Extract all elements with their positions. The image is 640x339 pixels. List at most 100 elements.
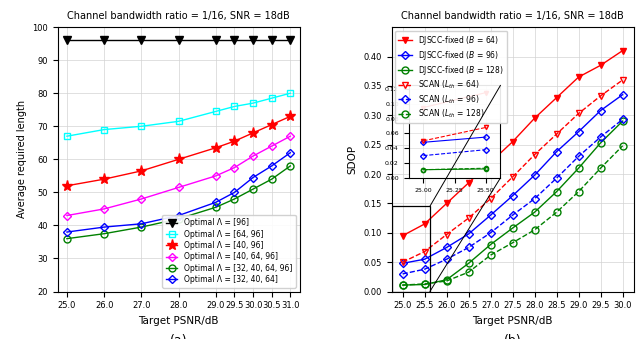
DJSCC-fixed ($B$ = 128) [575,166,582,170]
DJSCC-fixed ($B$ = 96) [465,232,472,236]
DJSCC-fixed ($B$ = 128) [596,141,604,145]
Optimal Λ = [32, 40, 64] [287,151,294,155]
Optimal Λ = [32, 40, 64, 96] [138,225,145,229]
Line: Optimal Λ = [40, 64, 96]: Optimal Λ = [40, 64, 96] [64,134,293,218]
SCAN ($L_{th}$ = 96) [465,245,472,250]
Optimal Λ = [32, 40, 64, 96] [268,177,276,181]
Optimal Λ = [40, 64, 96] [230,165,238,170]
SCAN ($L_{th}$ = 128) [531,228,538,232]
Optimal Λ = [32, 40, 64, 96] [249,187,257,191]
Optimal Λ = [40, 96] [175,157,182,161]
DJSCC-fixed ($B$ = 128) [553,190,561,194]
SCAN ($L_{th}$ = 128) [420,282,428,286]
DJSCC-fixed ($B$ = 96) [596,108,604,113]
Line: DJSCC-fixed ($B$ = 128): DJSCC-fixed ($B$ = 128) [399,118,626,288]
DJSCC-fixed ($B$ = 96) [619,93,627,97]
SCAN ($L_{th}$ = 96) [553,176,561,180]
SCAN ($L_{th}$ = 128) [465,270,472,274]
Text: (a): (a) [170,335,188,339]
Optimal Λ = [96] [268,38,276,42]
SCAN ($L_{th}$ = 128) [619,144,627,148]
DJSCC-fixed ($B$ = 64) [575,75,582,79]
SCAN ($L_{th}$ = 64) [465,216,472,220]
DJSCC-fixed ($B$ = 64) [420,222,428,226]
Line: SCAN ($L_{th}$ = 96): SCAN ($L_{th}$ = 96) [400,117,625,277]
Optimal Λ = [96] [100,38,108,42]
DJSCC-fixed ($B$ = 128) [420,282,428,286]
X-axis label: Target PSNR/dB: Target PSNR/dB [472,316,553,326]
Title: Channel bandwidth ratio = 1/16, SNR = 18dB: Channel bandwidth ratio = 1/16, SNR = 18… [401,11,624,21]
Optimal Λ = [40, 96] [268,123,276,127]
SCAN ($L_{th}$ = 128) [553,210,561,214]
DJSCC-fixed ($B$ = 96) [487,213,495,217]
DJSCC-fixed ($B$ = 96) [443,245,451,250]
Legend: Optimal Λ = [96], Optimal Λ = [64, 96], Optimal Λ = [40, 96], Optimal Λ = [40, 6: Optimal Λ = [96], Optimal Λ = [64, 96], … [162,215,296,288]
Optimal Λ = [64, 96] [63,134,71,138]
DJSCC-fixed ($B$ = 96) [575,130,582,134]
SCAN ($L_{th}$ = 128) [443,279,451,283]
Line: DJSCC-fixed ($B$ = 64): DJSCC-fixed ($B$ = 64) [399,47,626,239]
SCAN ($L_{th}$ = 96) [596,135,604,139]
Line: DJSCC-fixed ($B$ = 96): DJSCC-fixed ($B$ = 96) [400,92,625,266]
DJSCC-fixed ($B$ = 64) [465,181,472,185]
Line: SCAN ($L_{th}$ = 64): SCAN ($L_{th}$ = 64) [399,77,626,266]
Optimal Λ = [96] [249,38,257,42]
DJSCC-fixed ($B$ = 128) [619,119,627,123]
SCAN ($L_{th}$ = 128) [487,253,495,257]
Optimal Λ = [96] [63,38,71,42]
Optimal Λ = [40, 96] [287,114,294,118]
SCAN ($L_{th}$ = 64) [399,260,406,264]
DJSCC-fixed ($B$ = 64) [399,234,406,238]
Line: Optimal Λ = [32, 40, 64, 96]: Optimal Λ = [32, 40, 64, 96] [63,162,294,242]
Optimal Λ = [40, 96] [63,184,71,188]
SCAN ($L_{th}$ = 64) [553,132,561,136]
Optimal Λ = [64, 96] [100,127,108,132]
Text: (b): (b) [504,335,522,339]
SCAN ($L_{th}$ = 96) [487,231,495,235]
SCAN ($L_{th}$ = 64) [487,197,495,201]
Optimal Λ = [32, 40, 64] [230,191,238,195]
DJSCC-fixed ($B$ = 64) [443,201,451,205]
SCAN ($L_{th}$ = 128) [575,190,582,194]
Optimal Λ = [40, 64, 96] [175,185,182,190]
Line: SCAN ($L_{th}$ = 128): SCAN ($L_{th}$ = 128) [399,142,626,288]
DJSCC-fixed ($B$ = 64) [619,48,627,53]
Y-axis label: Average required length: Average required length [17,100,27,218]
SCAN ($L_{th}$ = 96) [443,257,451,261]
SCAN ($L_{th}$ = 128) [596,166,604,170]
Optimal Λ = [64, 96] [249,101,257,105]
Optimal Λ = [64, 96] [287,91,294,95]
Optimal Λ = [32, 40, 64, 96] [287,164,294,168]
Optimal Λ = [40, 96] [212,146,220,150]
Optimal Λ = [64, 96] [230,104,238,108]
DJSCC-fixed ($B$ = 96) [399,261,406,265]
DJSCC-fixed ($B$ = 96) [420,257,428,261]
Optimal Λ = [40, 64, 96] [212,174,220,178]
Optimal Λ = [40, 64, 96] [287,134,294,138]
Optimal Λ = [32, 40, 64] [212,200,220,204]
SCAN ($L_{th}$ = 128) [399,283,406,287]
Optimal Λ = [64, 96] [268,96,276,100]
Optimal Λ = [32, 40, 64] [100,225,108,229]
SCAN ($L_{th}$ = 96) [575,154,582,158]
DJSCC-fixed ($B$ = 96) [509,194,516,198]
SCAN ($L_{th}$ = 64) [619,78,627,82]
Optimal Λ = [32, 40, 64] [138,222,145,226]
DJSCC-fixed ($B$ = 128) [531,210,538,214]
SCAN ($L_{th}$ = 64) [531,153,538,157]
SCAN ($L_{th}$ = 64) [509,175,516,179]
Optimal Λ = [32, 40, 64, 96] [230,197,238,201]
DJSCC-fixed ($B$ = 128) [487,242,495,246]
SCAN ($L_{th}$ = 96) [509,213,516,217]
Line: Optimal Λ = [64, 96]: Optimal Λ = [64, 96] [63,90,294,140]
SCAN ($L_{th}$ = 64) [596,94,604,98]
DJSCC-fixed ($B$ = 64) [509,140,516,144]
Optimal Λ = [32, 40, 64, 96] [100,232,108,236]
SCAN ($L_{th}$ = 64) [443,233,451,237]
DJSCC-fixed ($B$ = 64) [596,63,604,67]
Optimal Λ = [32, 40, 64] [249,176,257,180]
Line: Optimal Λ = [96]: Optimal Λ = [96] [63,36,294,44]
Optimal Λ = [64, 96] [212,109,220,114]
SCAN ($L_{th}$ = 128) [509,241,516,245]
Line: Optimal Λ = [32, 40, 64]: Optimal Λ = [32, 40, 64] [64,150,293,235]
